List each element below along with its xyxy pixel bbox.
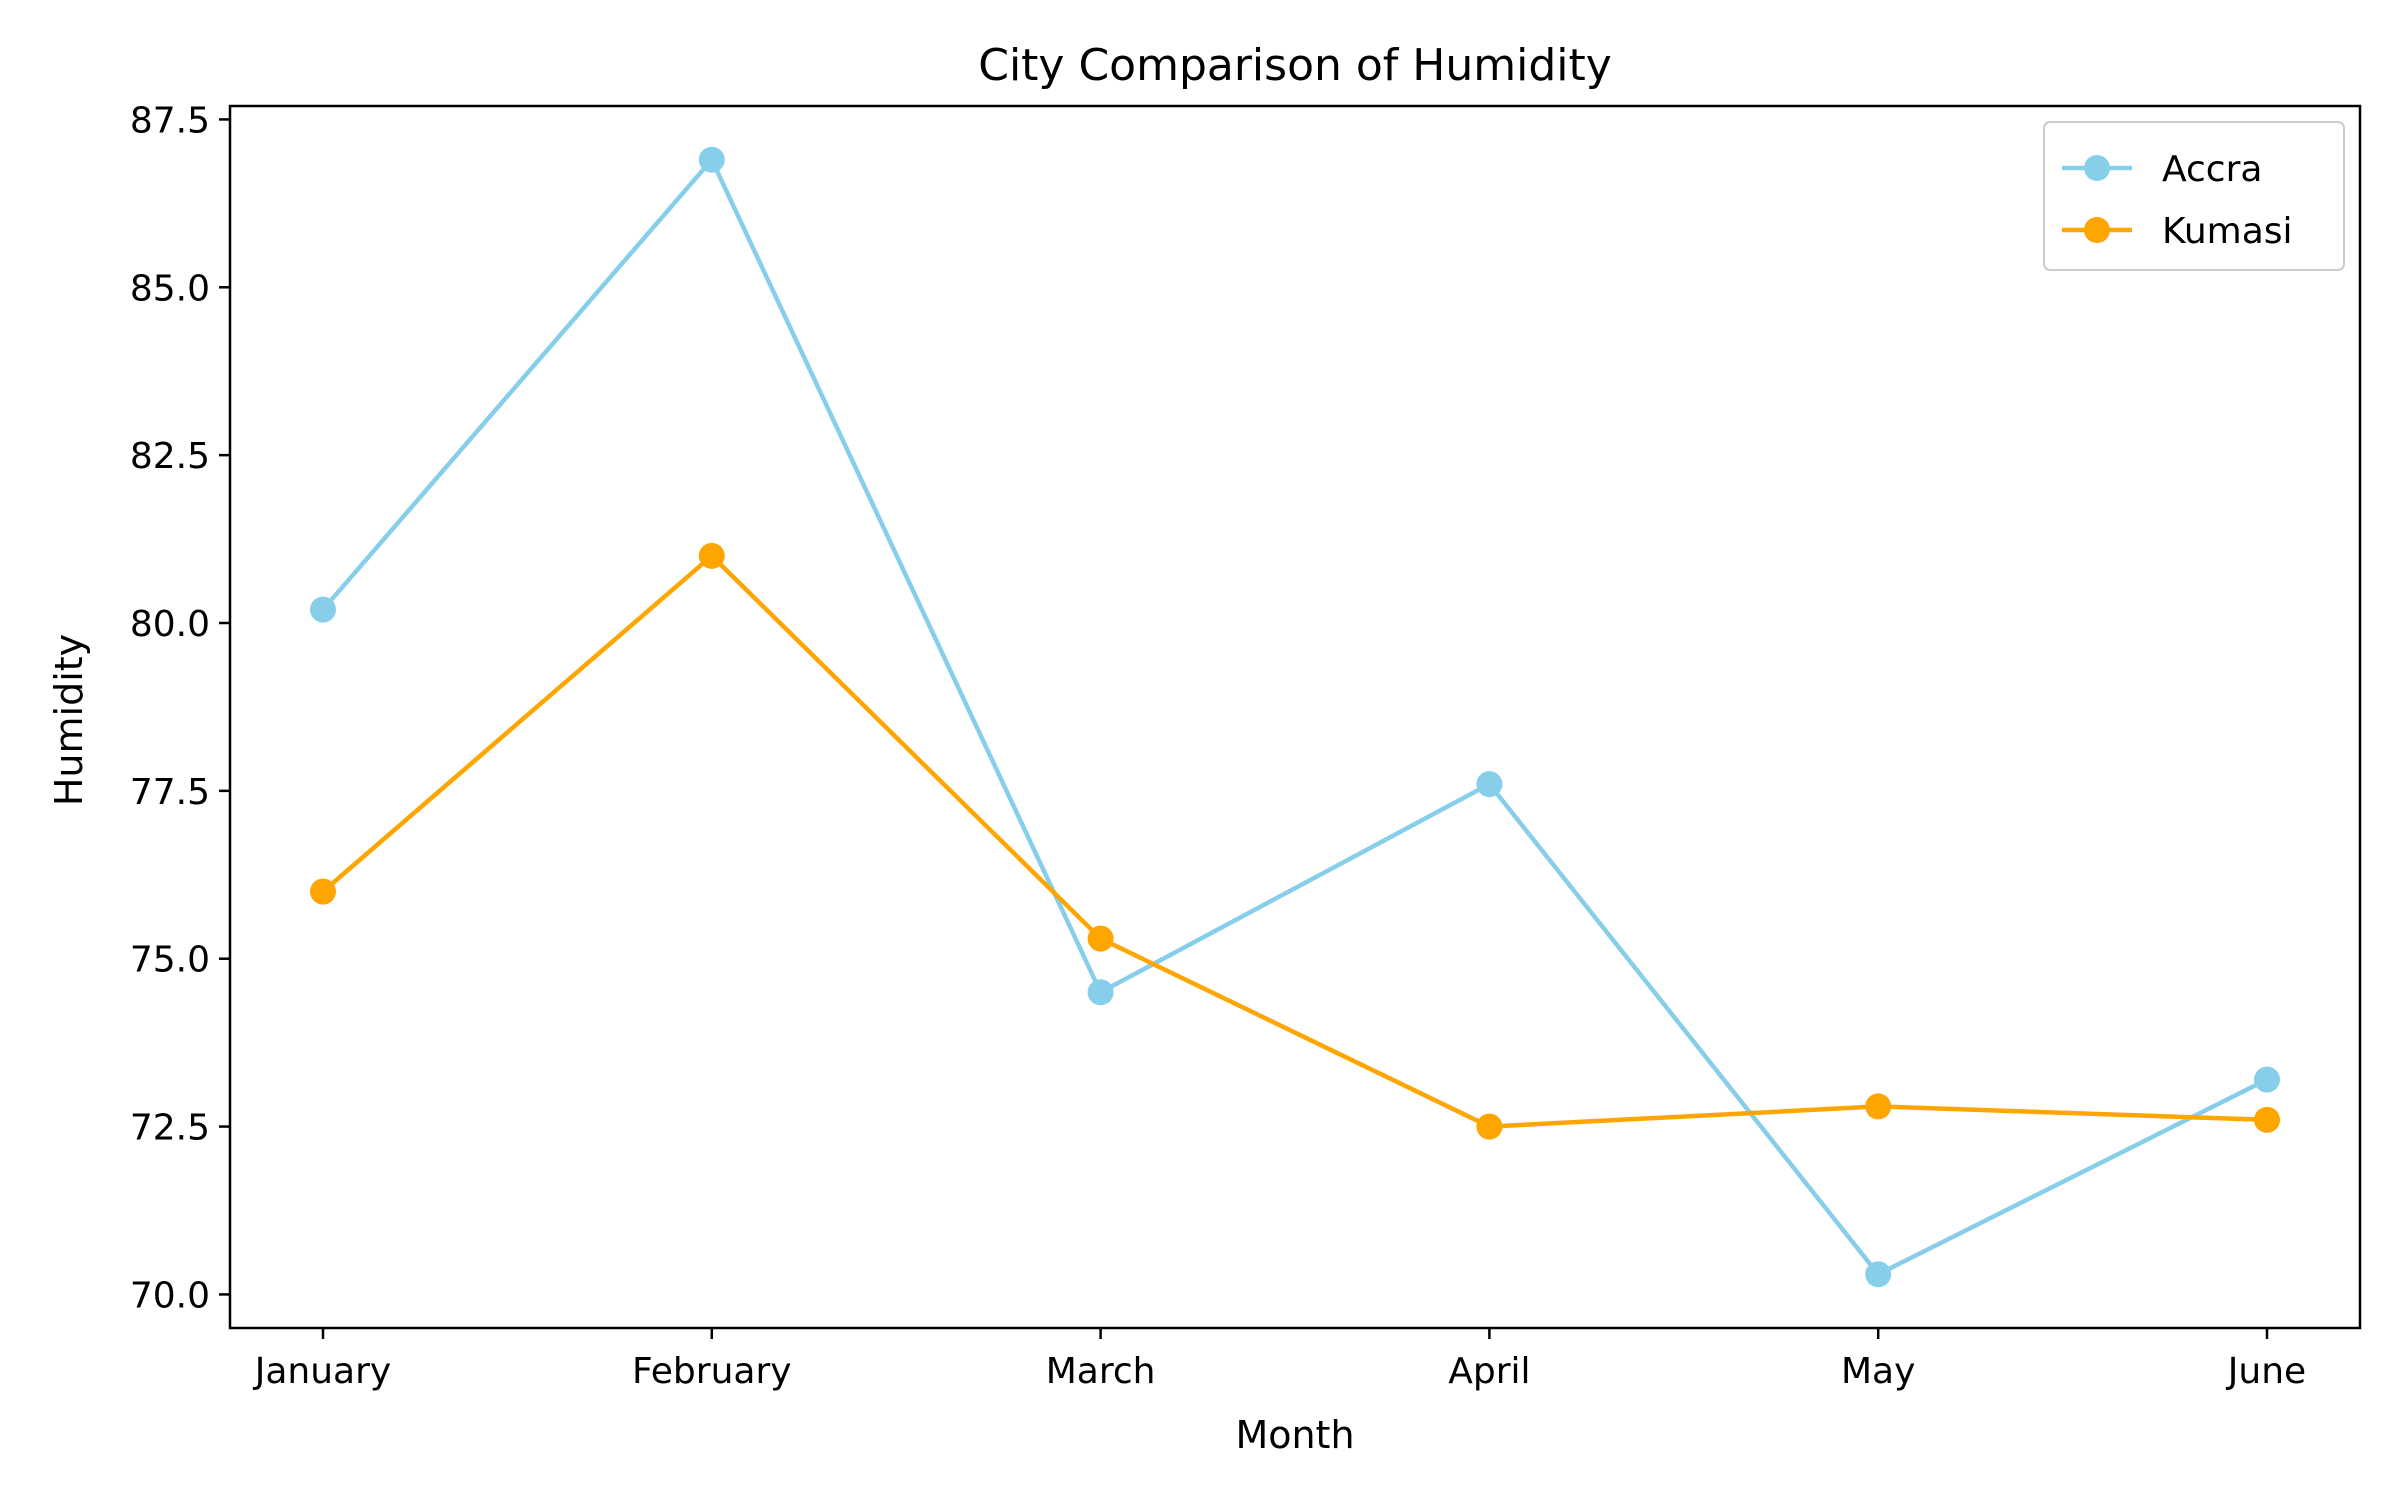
y-tick-label: 72.5 bbox=[130, 1108, 210, 1149]
data-point bbox=[2254, 1106, 2280, 1133]
legend-marker bbox=[2084, 217, 2110, 243]
legend-entry: Kumasi bbox=[2062, 211, 2293, 252]
data-point bbox=[698, 542, 725, 569]
x-axis-ticks: January February March April May June bbox=[253, 1328, 2306, 1392]
x-tick-label: April bbox=[1448, 1351, 1530, 1392]
data-point bbox=[1087, 925, 1114, 952]
data-point bbox=[1476, 1113, 1503, 1140]
x-axis-label: Month bbox=[1235, 1413, 1354, 1457]
y-tick-label: 87.5 bbox=[130, 100, 210, 141]
x-tick-label: June bbox=[2226, 1351, 2306, 1392]
data-point bbox=[1865, 1261, 1892, 1288]
series-layer bbox=[310, 146, 2280, 1288]
data-point bbox=[310, 596, 336, 623]
legend-label: Accra bbox=[2162, 149, 2262, 190]
y-axis-ticks: 70.0 72.5 75.0 77.5 80.0 82.5 85.0 87.5 bbox=[130, 100, 230, 1316]
y-tick-label: 85.0 bbox=[130, 268, 210, 309]
y-tick-label: 70.0 bbox=[130, 1275, 210, 1316]
x-tick-label: May bbox=[1841, 1351, 1915, 1392]
chart-title: City Comparison of Humidity bbox=[978, 40, 1612, 91]
x-tick-label: January bbox=[253, 1351, 391, 1392]
x-tick-label: March bbox=[1046, 1351, 1156, 1392]
series-line bbox=[321, 157, 2269, 1277]
series-accra bbox=[310, 146, 2280, 1288]
y-tick-label: 82.5 bbox=[130, 436, 210, 477]
plot-frame bbox=[228, 104, 2362, 1330]
y-tick-label: 80.0 bbox=[130, 604, 210, 645]
series-line bbox=[321, 553, 2268, 1129]
legend-label: Kumasi bbox=[2162, 211, 2293, 252]
y-tick-label: 77.5 bbox=[130, 772, 210, 813]
data-point bbox=[310, 878, 336, 905]
data-point bbox=[1865, 1093, 1892, 1120]
legend: Accra Kumasi bbox=[2043, 121, 2345, 271]
legend-marker bbox=[2084, 155, 2110, 181]
y-tick-label: 75.0 bbox=[130, 940, 210, 981]
series-kumasi bbox=[310, 542, 2280, 1140]
data-point bbox=[1087, 979, 1114, 1006]
x-tick-label: February bbox=[632, 1351, 792, 1392]
data-point bbox=[698, 146, 725, 173]
y-axis-label: Humidity bbox=[47, 634, 91, 806]
data-point bbox=[2254, 1066, 2280, 1093]
legend-box bbox=[2043, 121, 2345, 271]
legend-entry: Accra bbox=[2062, 149, 2262, 190]
data-point bbox=[1476, 771, 1503, 798]
